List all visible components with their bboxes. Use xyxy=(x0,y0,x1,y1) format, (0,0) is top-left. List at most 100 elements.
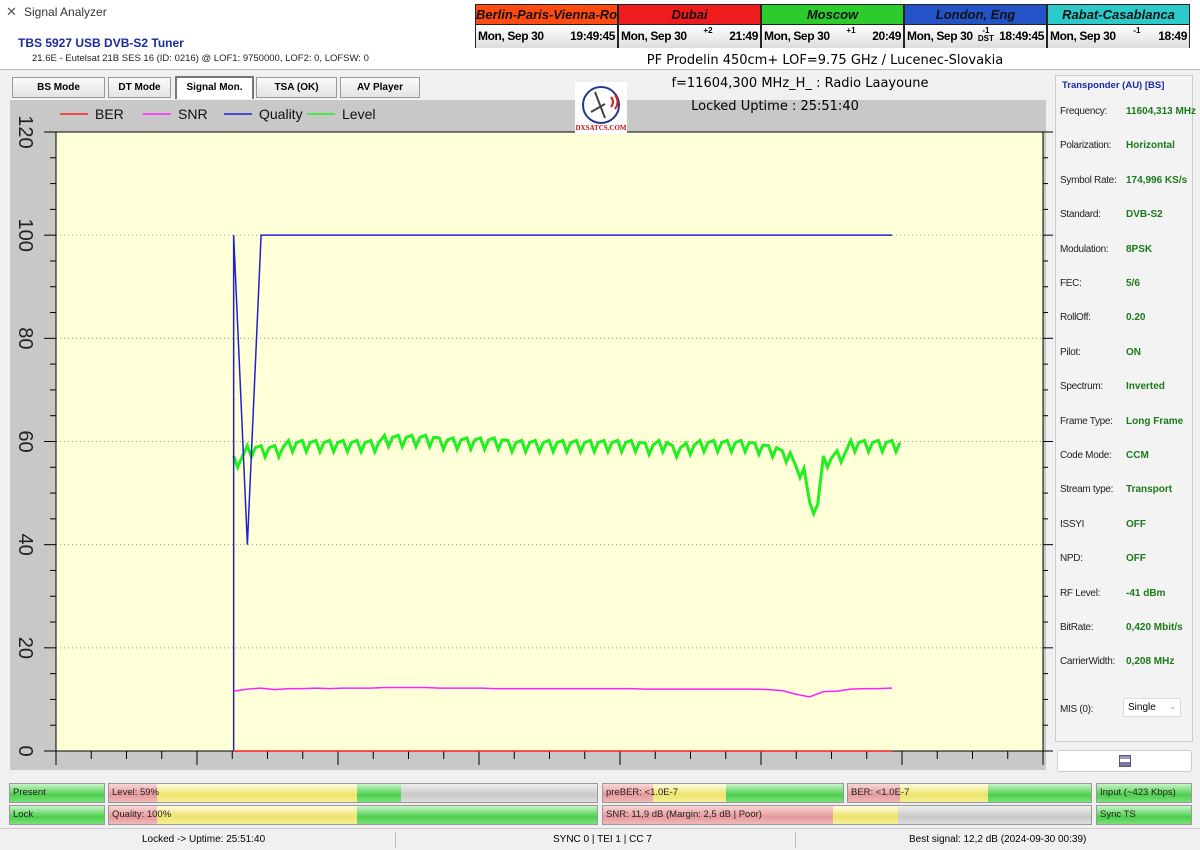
lock-indicator: Lock xyxy=(9,805,105,825)
tab-dt-mode[interactable]: DT Mode xyxy=(108,77,171,98)
transponder-value: 8PSK xyxy=(1126,243,1153,255)
y-tick-label: 100 xyxy=(14,218,36,251)
transponder-label: ISSYI xyxy=(1060,518,1085,530)
clock-time: 21:49 xyxy=(729,29,758,43)
uptime-line: Locked Uptime : 25:51:40 xyxy=(691,99,859,114)
tuner-name: TBS 5927 USB DVB-S2 Tuner xyxy=(18,36,184,50)
clock-date: Mon, Sep 30 xyxy=(478,29,544,43)
chevron-down-icon: ⌄ xyxy=(1169,702,1176,711)
tab-bs-mode[interactable]: BS Mode xyxy=(12,77,105,98)
clock-time: 18:49 xyxy=(1158,29,1187,43)
legend-label-snr: SNR xyxy=(178,106,208,122)
ber-label: BER: <1.0E-7 xyxy=(851,787,910,798)
tab-av-player[interactable]: AV Player xyxy=(340,77,420,98)
ber-bar: BER: <1.0E-7 xyxy=(847,783,1092,803)
clock-offset: -1 DST xyxy=(977,26,994,43)
transponder-title: Transponder (AU) [BS] xyxy=(1062,80,1165,91)
transponder-value: Long Frame xyxy=(1126,415,1184,427)
transponder-label: Pilot: xyxy=(1060,346,1081,358)
tuner-info: 21.6E - Eutelsat 21B SES 16 (ID: 0216) @… xyxy=(32,53,369,64)
transponder-label: RollOff: xyxy=(1060,312,1091,324)
transponder-label: Frequency: xyxy=(1060,106,1108,117)
transponder-value: Inverted xyxy=(1126,381,1165,393)
status-best-signal: Best signal: 12,2 dB (2024-09-30 00:39) xyxy=(909,834,1087,845)
transponder-value: -41 dBm xyxy=(1126,587,1166,599)
transponder-value: OFF xyxy=(1126,518,1146,530)
transponder-value: 174,996 KS/s xyxy=(1126,174,1188,186)
clock-city: London, Eng xyxy=(905,5,1046,25)
status-divider xyxy=(795,832,796,848)
clock-0: Berlin-Paris-Vienna-Roma Mon, Sep 30 19:4… xyxy=(475,4,636,48)
transponder-value: OFF xyxy=(1126,553,1146,565)
present-indicator: Present xyxy=(9,783,105,803)
transponder-value: 5/6 xyxy=(1126,278,1140,289)
preber-bar: preBER: <1.0E-7 xyxy=(602,783,844,803)
legend-label-quality: Quality xyxy=(259,106,303,122)
transponder-label: Symbol Rate: xyxy=(1060,174,1117,186)
clock-2: Moscow Mon, Sep 30 +1 20:49 xyxy=(761,4,904,48)
snr-label: SNR: 11,9 dB (Margin: 2,5 dB | Poor) xyxy=(606,809,762,820)
svg-text:DXSATCS.COM: DXSATCS.COM xyxy=(575,124,626,132)
clock-offset: -1 xyxy=(1133,26,1141,35)
clock-3: London, Eng Mon, Sep 30 -1 DST 18:49:45 xyxy=(904,4,1047,48)
station-line: PF Prodelin 450cm+ LOF=9.75 GHz / Lucene… xyxy=(646,53,1004,68)
transponder-value: Horizontal xyxy=(1126,140,1175,152)
status-divider xyxy=(395,832,396,848)
mis-select[interactable]: Single ⌄ xyxy=(1123,698,1181,717)
transponder-label: NPD: xyxy=(1060,553,1083,565)
clock-4: Rabat-Casablanca Mon, Sep 30 -1 18:49 xyxy=(1047,4,1190,48)
legend-label-ber: BER xyxy=(95,106,124,122)
clock-time: 20:49 xyxy=(872,29,901,43)
transponder-value: 0,208 MHz xyxy=(1126,656,1175,668)
clock-1: Dubai Mon, Sep 30 +2 21:49 xyxy=(618,4,761,48)
clock-date: Mon, Sep 30 xyxy=(764,29,830,43)
preber-label: preBER: <1.0E-7 xyxy=(606,787,679,798)
channel-line: f=11604,300 MHz_H_ : Radio Laayoune xyxy=(671,76,929,91)
level-label: Level: 59% xyxy=(112,787,160,798)
level-bar: Level: 59% xyxy=(108,783,598,803)
transponder-value: CCM xyxy=(1126,450,1149,461)
clock-offset: +2 xyxy=(703,26,713,35)
panel-toggle-button[interactable] xyxy=(1057,750,1192,772)
series-level-line xyxy=(232,432,902,518)
transponder-label: Stream type: xyxy=(1060,484,1114,496)
mis-label: MIS (0): xyxy=(1060,704,1094,715)
present-label: Present xyxy=(13,787,46,798)
mis-value: Single xyxy=(1128,702,1156,713)
clock-date: Mon, Sep 30 xyxy=(621,29,687,43)
transponder-value: 11604,313 MHz xyxy=(1126,106,1197,117)
lock-label: Lock xyxy=(13,809,34,820)
transponder-label: CarrierWidth: xyxy=(1060,656,1115,668)
transponder-value: Transport xyxy=(1126,484,1173,496)
status-sync: SYNC 0 | TEI 1 | CC 7 xyxy=(553,834,652,845)
tab-tsa[interactable]: TSA (OK) xyxy=(256,77,337,98)
y-tick-label: 60 xyxy=(14,430,36,452)
clock-offset: +1 xyxy=(846,26,856,35)
clock-city: Rabat-Casablanca xyxy=(1048,5,1189,25)
app-icon: ✕ xyxy=(6,4,17,19)
clock-time: 18:49:45 xyxy=(999,29,1044,43)
series-snr-line xyxy=(233,686,893,698)
transponder-value: 0.20 xyxy=(1126,312,1146,324)
quality-label: Quality: 100% xyxy=(112,809,172,820)
status-bar: Locked -> Uptime: 25:51:40 SYNC 0 | TEI … xyxy=(0,828,1200,850)
y-tick-label: 0 xyxy=(14,745,36,756)
transponder-value: DVB-S2 xyxy=(1126,209,1163,221)
transponder-label: BitRate: xyxy=(1060,622,1094,633)
transponder-label: Frame Type: xyxy=(1060,415,1113,427)
clock-date: Mon, Sep 30 xyxy=(907,29,973,43)
input-label: Input (~423 Kbps) xyxy=(1100,787,1176,798)
transponder-value: 0,420 Mbit/s xyxy=(1126,622,1183,633)
transponder-value: ON xyxy=(1126,346,1141,358)
y-tick-label: 40 xyxy=(14,534,36,556)
dxsatcs-logo: DXSATCS.COM xyxy=(575,82,627,134)
tab-signal-mon[interactable]: Signal Mon. xyxy=(175,76,254,99)
legend-label-level: Level xyxy=(342,106,375,122)
clock-city: Berlin-Paris-Vienna-Roma xyxy=(476,5,636,25)
transponder-label: Standard: xyxy=(1060,209,1101,221)
status-uptime: Locked -> Uptime: 25:51:40 xyxy=(142,834,266,845)
input-indicator: Input (~423 Kbps) xyxy=(1096,783,1192,803)
quality-bar: Quality: 100% xyxy=(108,805,598,825)
y-tick-label: 120 xyxy=(14,115,36,148)
